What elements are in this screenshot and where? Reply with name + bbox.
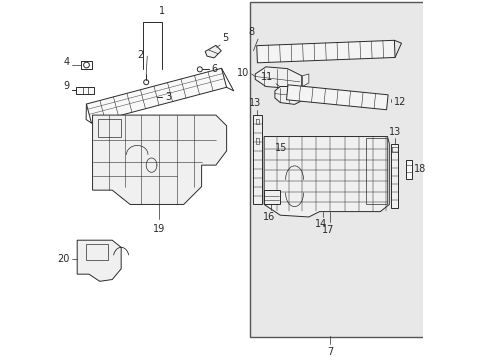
- Polygon shape: [92, 115, 226, 204]
- Polygon shape: [256, 40, 394, 63]
- Text: 12: 12: [393, 96, 406, 107]
- Text: 19: 19: [152, 224, 164, 234]
- Polygon shape: [77, 240, 121, 281]
- Polygon shape: [286, 85, 387, 110]
- Polygon shape: [255, 67, 301, 88]
- Polygon shape: [264, 136, 388, 217]
- Text: 5: 5: [222, 33, 228, 43]
- Text: 20: 20: [57, 254, 69, 264]
- Polygon shape: [405, 160, 411, 179]
- Text: 9: 9: [63, 81, 69, 91]
- Polygon shape: [264, 190, 279, 204]
- Polygon shape: [274, 86, 301, 104]
- Polygon shape: [302, 74, 308, 86]
- Text: 2: 2: [137, 50, 143, 60]
- Text: 10: 10: [236, 68, 248, 78]
- Text: 6: 6: [211, 64, 217, 74]
- Text: 15: 15: [274, 143, 287, 153]
- Text: 11: 11: [260, 72, 272, 82]
- Text: 13: 13: [388, 126, 400, 136]
- Text: 16: 16: [263, 212, 275, 222]
- Text: 3: 3: [165, 92, 171, 102]
- Polygon shape: [294, 147, 305, 155]
- Polygon shape: [76, 87, 93, 94]
- Text: 4: 4: [64, 57, 70, 67]
- Polygon shape: [253, 115, 261, 204]
- Polygon shape: [390, 144, 397, 208]
- Text: 13: 13: [248, 98, 261, 108]
- Text: 8: 8: [248, 27, 254, 37]
- Text: 1: 1: [159, 6, 165, 16]
- Text: 17: 17: [322, 225, 334, 235]
- Text: 18: 18: [413, 165, 426, 175]
- Polygon shape: [205, 45, 221, 58]
- Polygon shape: [86, 68, 226, 123]
- Text: 14: 14: [315, 220, 327, 229]
- Text: 7: 7: [326, 347, 333, 357]
